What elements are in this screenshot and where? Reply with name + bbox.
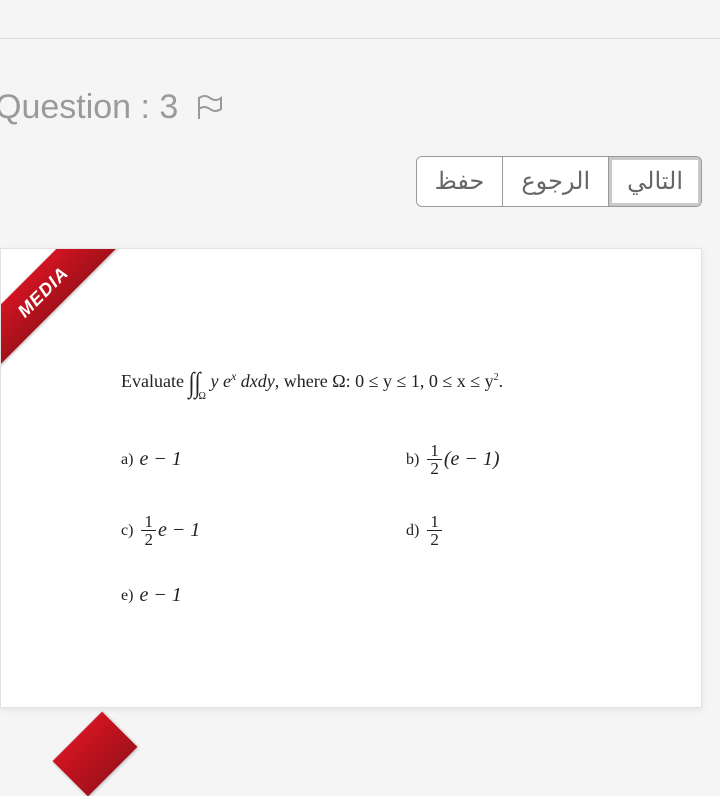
option-c[interactable]: c) 12 e − 1 [121, 513, 386, 548]
fraction-half: 12 [141, 513, 156, 548]
flag-icon[interactable] [196, 95, 224, 121]
option-label: e) [121, 587, 133, 605]
option-label: c) [121, 522, 133, 540]
fraction-half: 12 [427, 442, 442, 477]
next-card-ribbon-peek [53, 712, 138, 796]
option-paren: (e − 1) [444, 448, 500, 471]
option-d[interactable]: d) 12 [406, 513, 671, 548]
nav-button-group: حفظ الرجوع التالي [416, 156, 702, 207]
option-label: b) [406, 451, 419, 469]
question-prompt: Evaluate ∫∫Ω y ex dxdy, where Ω: 0 ≤ y ≤… [121, 367, 671, 402]
option-a[interactable]: a) e − 1 [121, 442, 386, 477]
option-expr: e − 1 [139, 584, 181, 607]
media-ribbon: MEDIA [0, 248, 129, 378]
fraction-half: 12 [427, 513, 442, 548]
divider-line [0, 38, 720, 39]
options-grid: a) e − 1 b) 12 (e − 1) c) 12 e − 1 d) 12… [121, 442, 671, 607]
question-header: Question : 3 [0, 88, 720, 127]
option-label: a) [121, 451, 133, 469]
back-button[interactable]: الرجوع [502, 157, 608, 206]
option-tail: e − 1 [158, 519, 200, 542]
question-title: Question : 3 [0, 88, 178, 127]
question-card: MEDIA Evaluate ∫∫Ω y ex dxdy, where Ω: 0… [0, 248, 702, 708]
option-b[interactable]: b) 12 (e − 1) [406, 442, 671, 477]
option-e[interactable]: e) e − 1 [121, 584, 386, 607]
save-button[interactable]: حفظ [417, 157, 503, 206]
next-button[interactable]: التالي [608, 157, 701, 206]
question-content: Evaluate ∫∫Ω y ex dxdy, where Ω: 0 ≤ y ≤… [121, 367, 671, 607]
prompt-prefix: Evaluate [121, 371, 188, 391]
prompt-suffix: , where Ω: 0 ≤ y ≤ 1, 0 ≤ x ≤ y [275, 371, 494, 391]
option-expr: e − 1 [139, 448, 181, 471]
option-label: d) [406, 522, 419, 540]
